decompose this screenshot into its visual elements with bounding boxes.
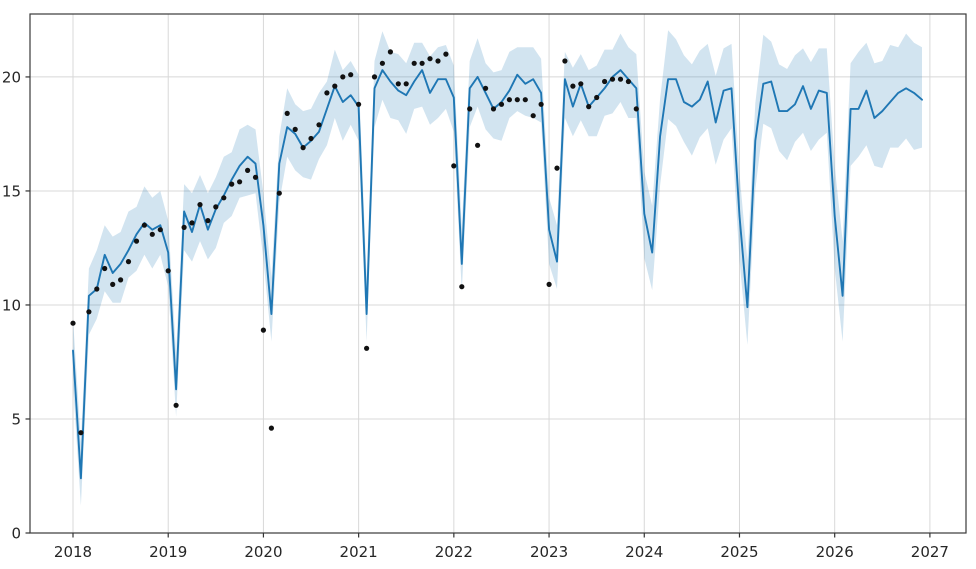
observed-point xyxy=(118,277,124,283)
observed-point xyxy=(300,145,306,151)
observed-point xyxy=(387,49,393,55)
observed-point xyxy=(586,104,592,110)
observed-point xyxy=(205,218,211,224)
observed-point xyxy=(125,259,132,265)
observed-point xyxy=(149,231,155,237)
observed-point xyxy=(578,81,584,87)
y-tick-label: 20 xyxy=(2,68,21,86)
observed-point xyxy=(498,101,505,107)
observed-point xyxy=(181,224,187,230)
observed-point xyxy=(324,90,330,96)
x-tick-label: 2020 xyxy=(244,543,282,561)
observed-point xyxy=(197,202,203,208)
x-tick-label: 2026 xyxy=(816,543,854,561)
observed-point xyxy=(157,227,163,233)
observed-point xyxy=(229,181,235,187)
observed-point xyxy=(625,78,632,85)
observed-point xyxy=(276,190,282,196)
observed-point xyxy=(427,56,433,62)
observed-point xyxy=(371,74,378,80)
x-tick-label: 2027 xyxy=(911,543,949,561)
forecast-line xyxy=(72,69,923,480)
observed-point xyxy=(522,97,528,103)
observed-point xyxy=(562,58,568,64)
observed-point xyxy=(594,94,600,101)
observed-point xyxy=(459,284,465,290)
observed-point xyxy=(348,72,354,78)
x-tick-label: 2021 xyxy=(340,543,378,561)
observed-point xyxy=(554,165,560,171)
observed-point xyxy=(173,402,179,408)
observed-point xyxy=(514,97,520,103)
observed-point xyxy=(189,220,195,226)
observed-point xyxy=(364,345,370,351)
y-tick-label: 10 xyxy=(2,296,21,314)
observed-point xyxy=(356,101,362,107)
observed-point xyxy=(332,83,338,89)
x-tick-label: 2025 xyxy=(720,543,758,561)
observed-point xyxy=(435,58,441,64)
observed-point xyxy=(102,265,108,272)
y-tick-label: 5 xyxy=(11,410,21,428)
observed-point xyxy=(546,281,552,287)
observed-point xyxy=(570,83,576,89)
observed-point xyxy=(443,51,449,57)
x-tick-label: 2018 xyxy=(54,543,92,561)
observed-point xyxy=(110,281,116,287)
observed-point xyxy=(213,204,219,210)
observed-point xyxy=(633,106,639,112)
x-tick-label: 2024 xyxy=(625,543,663,561)
observed-point xyxy=(284,110,290,116)
observed-point xyxy=(340,74,346,80)
observed-point xyxy=(617,76,624,82)
observed-point xyxy=(379,60,385,66)
observed-point xyxy=(237,179,243,185)
observed-point xyxy=(260,327,266,333)
y-tick-label: 15 xyxy=(2,182,21,200)
observed-point xyxy=(292,126,298,132)
observed-point xyxy=(221,195,227,201)
observed-point xyxy=(133,238,140,244)
x-tick-label: 2019 xyxy=(149,543,187,561)
observed-point xyxy=(70,320,76,326)
x-tick-label: 2022 xyxy=(435,543,473,561)
observed-point xyxy=(411,60,417,66)
observed-point xyxy=(86,309,92,315)
observed-point xyxy=(268,425,274,431)
y-tick-label: 0 xyxy=(11,525,21,543)
x-tick-label: 2023 xyxy=(530,543,568,561)
observed-point xyxy=(165,268,171,274)
observed-point xyxy=(94,286,100,292)
observed-point xyxy=(245,167,251,173)
observed-point xyxy=(403,81,409,87)
observed-point xyxy=(530,113,536,119)
uncertainty-band xyxy=(73,30,922,506)
observed-point xyxy=(602,78,608,85)
observed-point xyxy=(141,222,147,228)
observed-point xyxy=(538,101,544,107)
observed-point xyxy=(252,174,259,180)
observed-point xyxy=(506,97,512,103)
observed-point xyxy=(467,106,473,112)
observed-point xyxy=(609,76,616,82)
observed-point xyxy=(78,430,84,436)
observed-point xyxy=(451,163,457,169)
observed-point xyxy=(475,142,481,148)
observed-point xyxy=(419,60,425,66)
observed-point xyxy=(483,85,489,91)
observed-point xyxy=(308,135,314,142)
plot-border xyxy=(29,13,967,534)
observed-point xyxy=(316,122,322,128)
observed-point xyxy=(395,81,401,87)
observed-point xyxy=(490,106,497,112)
